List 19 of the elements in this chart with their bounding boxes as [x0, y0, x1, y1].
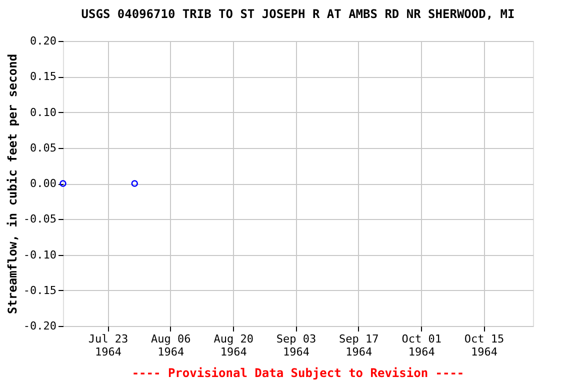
y-tick-label: 0.00 — [30, 177, 56, 190]
x-tick-label: Sep 03 1964 — [276, 332, 316, 358]
y-tick-label: -0.10 — [23, 248, 56, 262]
y-axis-title: Streamflow, in cubic feet per second — [5, 54, 20, 314]
y-tick-label: 0.05 — [30, 141, 56, 154]
chart-title: USGS 04096710 TRIB TO ST JOSEPH R AT AMBS RD NR SHERWOOD, MI — [81, 7, 515, 21]
y-tick-label: -0.15 — [23, 284, 56, 297]
text: ---- Provisional Data Subject to Revision ---- — [132, 366, 464, 380]
x-tick-label: Aug 20 1964 — [214, 332, 254, 358]
x-tick-label: Oct 15 1964 — [464, 332, 504, 358]
y-tick-label: -0.20 — [23, 320, 56, 332]
y-tick-label: 0.20 — [30, 34, 56, 48]
x-tick-label: Jul 23 1964 — [88, 332, 128, 358]
y-tick-label: -0.05 — [23, 212, 56, 226]
x-tick-label: Oct 01 1964 — [402, 332, 442, 358]
y-tick-label: 0.10 — [30, 106, 56, 119]
x-tick-label: Sep 17 1964 — [339, 332, 379, 358]
x-tick-label: Aug 06 1964 — [151, 332, 191, 358]
y-tick-label: 0.15 — [30, 70, 56, 84]
